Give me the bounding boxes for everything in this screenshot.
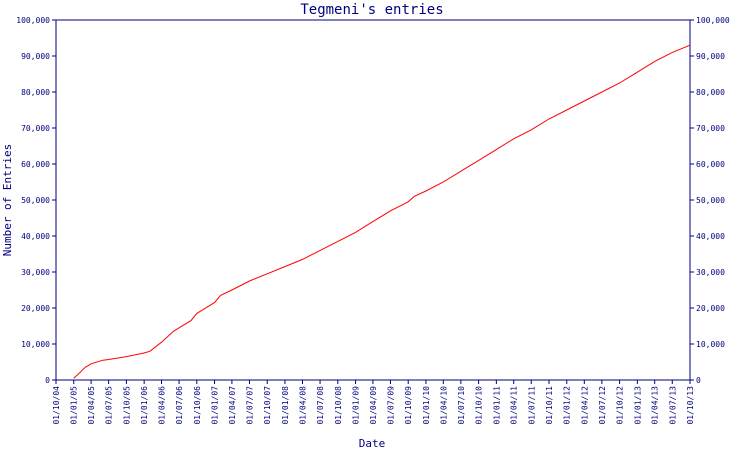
- x-tick-label: 01/04/07: [228, 386, 237, 425]
- x-tick-label: 01/04/08: [299, 386, 308, 425]
- x-tick-label: 01/04/11: [510, 386, 519, 425]
- x-tick-label: 01/07/08: [316, 386, 325, 425]
- x-tick-label: 01/10/05: [122, 386, 131, 425]
- left-y-axis: 0 10,000 20,000 30,000 40,000 50,000 60,000 70,…: [16, 16, 56, 385]
- y-tick-label-left: 20,000: [21, 304, 50, 313]
- x-tick-label: 01/01/06: [140, 386, 149, 425]
- y-tick-label-right: 80,000: [696, 88, 725, 97]
- x-tick-label: 01/04/10: [439, 386, 448, 425]
- y-tick-label-right: 10,000: [696, 340, 725, 349]
- x-tick-label: 01/07/06: [175, 386, 184, 425]
- y-tick-label-right: 40,000: [696, 232, 725, 241]
- x-tick-label: 01/10/08: [334, 386, 343, 425]
- y-tick-label-right: 100,000: [696, 16, 730, 25]
- y-tick-label-left: 10,000: [21, 340, 50, 349]
- y-tick-label-left: 90,000: [21, 52, 50, 61]
- y-tick-label-right: 60,000: [696, 160, 725, 169]
- y-tick-label-right: 70,000: [696, 124, 725, 133]
- plot-area-frame: [55, 19, 691, 381]
- x-tick-label: 01/10/06: [193, 386, 202, 425]
- x-tick-label: 01/10/07: [263, 386, 272, 425]
- y-tick-label-left: 60,000: [21, 160, 50, 169]
- x-tick-label: 01/01/10: [422, 386, 431, 425]
- x-tick-label: 01/04/06: [158, 386, 167, 425]
- x-tick-label: 01/01/13: [633, 386, 642, 425]
- x-tick-label: 01/07/05: [105, 386, 114, 425]
- x-tick-label: 01/10/09: [404, 386, 413, 425]
- y-tick-label-left: 80,000: [21, 88, 50, 97]
- y-tick-label-left: 70,000: [21, 124, 50, 133]
- x-tick-label: 01/01/08: [281, 386, 290, 425]
- x-tick-label: 01/04/12: [580, 386, 589, 425]
- y-tick-label-right: 20,000: [696, 304, 725, 313]
- x-axis: 01/10/04 01/01/05 01/04/05 01/07/05 01/10/05…: [52, 380, 695, 425]
- y-axis-label: Number of Entries: [1, 144, 14, 257]
- x-tick-label: 01/01/12: [563, 386, 572, 425]
- y-tick-label-left: 0: [45, 376, 50, 385]
- x-tick-label: 01/10/04: [52, 386, 61, 425]
- chart-title: Tegmeni's entries: [300, 2, 443, 18]
- y-tick-label-left: 50,000: [21, 196, 50, 205]
- x-tick-label: 01/04/13: [651, 386, 660, 425]
- y-tick-label-left: 30,000: [21, 268, 50, 277]
- right-y-axis: 0 10,000 20,000 30,000 40,000 50,000 60,000 70,…: [690, 16, 730, 385]
- x-tick-label: 01/10/10: [475, 386, 484, 425]
- x-tick-label: 01/01/11: [492, 386, 501, 425]
- x-tick-label: 01/01/07: [211, 386, 220, 425]
- x-tick-label: 01/07/09: [386, 386, 395, 425]
- x-tick-label: 01/07/12: [598, 386, 607, 425]
- x-tick-label: 01/10/12: [616, 386, 625, 425]
- y-tick-label-left: 100,000: [16, 16, 50, 25]
- x-tick-label: 01/04/09: [369, 386, 378, 425]
- x-tick-label: 01/07/10: [457, 386, 466, 425]
- x-tick-label: 01/01/05: [70, 386, 79, 425]
- x-axis-label: Date: [359, 437, 386, 450]
- y-tick-label-right: 30,000: [696, 268, 725, 277]
- x-tick-label: 01/01/09: [352, 386, 361, 425]
- y-tick-label-right: 50,000: [696, 196, 725, 205]
- x-tick-label: 01/10/13: [686, 386, 695, 425]
- series-line: [73, 44, 691, 379]
- x-tick-label: 01/07/07: [245, 386, 254, 425]
- x-tick-label: 01/07/11: [527, 386, 536, 425]
- y-tick-label-left: 40,000: [21, 232, 50, 241]
- x-tick-label: 01/04/05: [87, 386, 96, 425]
- x-tick-label: 01/10/11: [545, 386, 554, 425]
- series-group: [73, 44, 691, 379]
- y-tick-label-right: 0: [696, 376, 701, 385]
- x-tick-label: 01/07/13: [668, 386, 677, 425]
- y-tick-label-right: 90,000: [696, 52, 725, 61]
